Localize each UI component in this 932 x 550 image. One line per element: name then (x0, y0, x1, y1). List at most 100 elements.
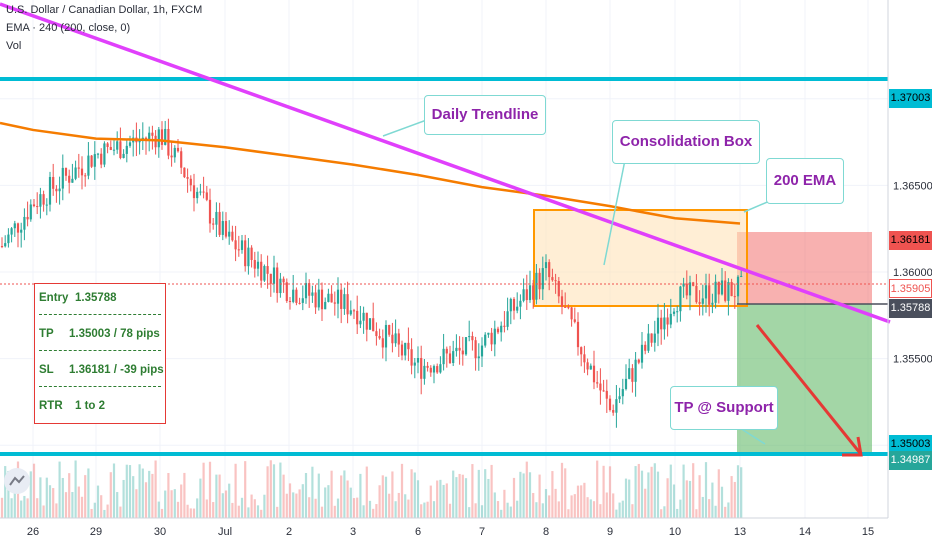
volume-bar (119, 506, 122, 518)
price-tag[interactable]: 1.35003 (889, 435, 932, 455)
candle-body (532, 285, 535, 300)
candle-body (186, 177, 189, 179)
candle-body (484, 334, 487, 346)
volume-bar (202, 462, 205, 518)
candle-body (522, 289, 525, 301)
candle-body (192, 185, 196, 199)
candle-body (436, 366, 439, 373)
candle-body (10, 228, 13, 235)
time-axis-labels[interactable]: 26 29 30 Jul 2 3 6 7 8 9 10 13 14 15 (27, 526, 874, 538)
candle-body (448, 353, 452, 364)
tradingview-logo-icon[interactable] (4, 468, 30, 494)
candle-body (701, 298, 704, 304)
volume-bar (308, 497, 311, 518)
volume-bar (208, 461, 212, 518)
volume-bar (128, 465, 132, 518)
candle-body (157, 129, 160, 148)
consolidation-box-callout[interactable]: Consolidation Box (612, 120, 760, 164)
volume-bar (154, 460, 157, 518)
candle-body (189, 178, 192, 186)
candle-body (170, 155, 173, 158)
candle-body (560, 296, 564, 307)
candle-body (215, 211, 218, 225)
tp-row: TP 1.35003 / 78 pips (39, 324, 161, 344)
candle-body (666, 317, 669, 325)
price-tag[interactable]: 1.34987 (889, 450, 932, 470)
volume-bar (87, 468, 90, 518)
candle-body (573, 319, 576, 322)
symbol-title[interactable]: U.S. Dollar / Canadian Dollar, 1h, FXCM (6, 4, 203, 16)
volume-bar (724, 506, 727, 518)
volume-bar (39, 477, 42, 518)
volume-bar (122, 479, 125, 518)
ema-200-callout[interactable]: 200 EMA (766, 158, 844, 204)
candle-body (234, 240, 237, 250)
candle-body (439, 364, 442, 373)
candle-body (714, 281, 717, 303)
daily-trendline-callout[interactable]: Daily Trendline (424, 95, 546, 135)
volume-bar (500, 509, 503, 518)
candle-body (240, 240, 244, 250)
candle-body (336, 289, 340, 304)
candle-body (468, 336, 471, 338)
volume-bar (244, 461, 247, 518)
candle-body (685, 283, 688, 296)
volume-bar (698, 475, 701, 518)
tp-support-callout[interactable]: TP @ Support (670, 386, 778, 430)
candle-body (36, 206, 39, 208)
volume-bar (567, 509, 570, 518)
volume-bar (602, 465, 605, 518)
volume-bar (304, 473, 308, 518)
price-tag[interactable]: 1.36181 (889, 231, 932, 251)
candle-body (218, 211, 221, 235)
volume-bar (439, 479, 442, 518)
volume-indicator-label[interactable]: Vol (6, 40, 22, 52)
volume-bar (288, 483, 292, 518)
candle-body (7, 234, 10, 244)
volume-bar (544, 489, 548, 518)
volume-bar (631, 504, 634, 518)
volume-bar (420, 504, 423, 518)
volume-bar (474, 503, 477, 518)
volume-bar (666, 478, 669, 518)
ema-indicator-label[interactable]: EMA · 240 (200, close, 0) (6, 22, 131, 34)
volume-bar (452, 470, 455, 518)
price-tag[interactable]: 1.35788 (889, 299, 932, 319)
candle-body (423, 365, 426, 379)
volume-bar (176, 501, 180, 518)
candle-body (426, 365, 429, 368)
volume-bar (298, 489, 301, 518)
price-tag[interactable]: 1.35905 (889, 278, 932, 298)
candle-body (247, 247, 250, 267)
volume-bar (471, 464, 474, 518)
candle-body (480, 345, 484, 357)
volume-bar (192, 508, 196, 518)
volume-bar (442, 484, 445, 518)
candle-body (154, 135, 157, 148)
candle-body (368, 318, 372, 330)
candle-body (87, 155, 90, 176)
candle-body (637, 359, 640, 363)
candle-body (378, 336, 381, 339)
candle-body (400, 344, 404, 356)
candle-body (628, 368, 631, 379)
volume-bar (618, 502, 621, 518)
volume-bar (404, 494, 407, 518)
sl-row: SL 1.36181 / -39 pips (39, 360, 164, 380)
candle-body (317, 289, 320, 308)
volume-bar (266, 466, 269, 518)
volume-bar (573, 494, 576, 518)
volume-bar (199, 478, 202, 518)
price-tag[interactable]: 1.37003 (889, 88, 932, 108)
candle-body (618, 396, 621, 400)
volume-bar (100, 495, 103, 518)
volume-bar (413, 472, 416, 518)
time-tick-label: 3 (350, 526, 356, 538)
entry-row: Entry 1.35788 (39, 288, 161, 308)
volume-bar (669, 464, 672, 518)
candle-body (589, 365, 592, 370)
ema-200-line (0, 121, 741, 225)
candle-body (381, 338, 384, 348)
